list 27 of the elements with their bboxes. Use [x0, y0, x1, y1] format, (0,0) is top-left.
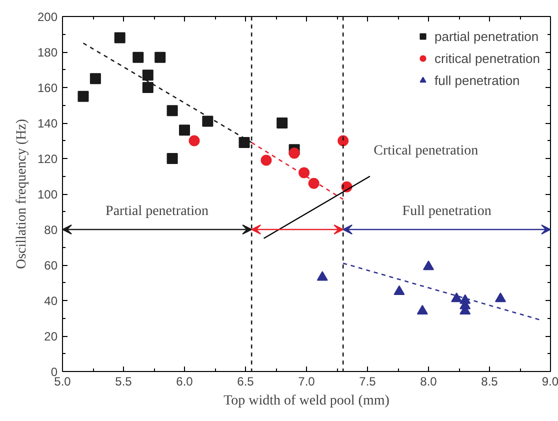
x-tick-label: 5.0 [54, 374, 72, 388]
y-tick-label: 160 [37, 81, 58, 95]
x-tick-label: 8.0 [420, 374, 438, 388]
y-tick-label: 20 [44, 330, 58, 344]
y-tick-label: 180 [37, 46, 58, 60]
y-axis-title: Oscillation frequency (Hz) [14, 118, 30, 270]
annotation: Partial penetration [106, 204, 209, 219]
annotation: Crtical penetration [374, 144, 478, 158]
x-tick-label: 7.0 [298, 374, 316, 388]
legend-label: critical penetration [434, 50, 540, 66]
x-tick-label: 6.5 [237, 374, 254, 388]
x-tick-label: 5.5 [115, 374, 132, 388]
y-tick-label: 60 [44, 258, 58, 272]
annotation: Full penetration [402, 204, 492, 219]
y-tick-label: 200 [37, 10, 58, 24]
y-tick-label: 140 [37, 116, 58, 130]
y-tick-label: 120 [37, 152, 58, 166]
legend-label: full penetration [434, 72, 520, 88]
y-tick-label: 100 [37, 188, 58, 202]
x-tick-label: 6.0 [176, 374, 194, 388]
x-tick-label: 8.5 [481, 374, 498, 388]
x-tick-label: 7.5 [359, 374, 376, 388]
x-tick-label: 9.0 [542, 374, 558, 388]
legend-label: partial penetration [434, 28, 539, 44]
x-axis-title: Top width of weld pool (mm) [224, 394, 390, 408]
y-tick-label: 80 [44, 223, 58, 237]
y-tick-label: 40 [44, 294, 58, 308]
